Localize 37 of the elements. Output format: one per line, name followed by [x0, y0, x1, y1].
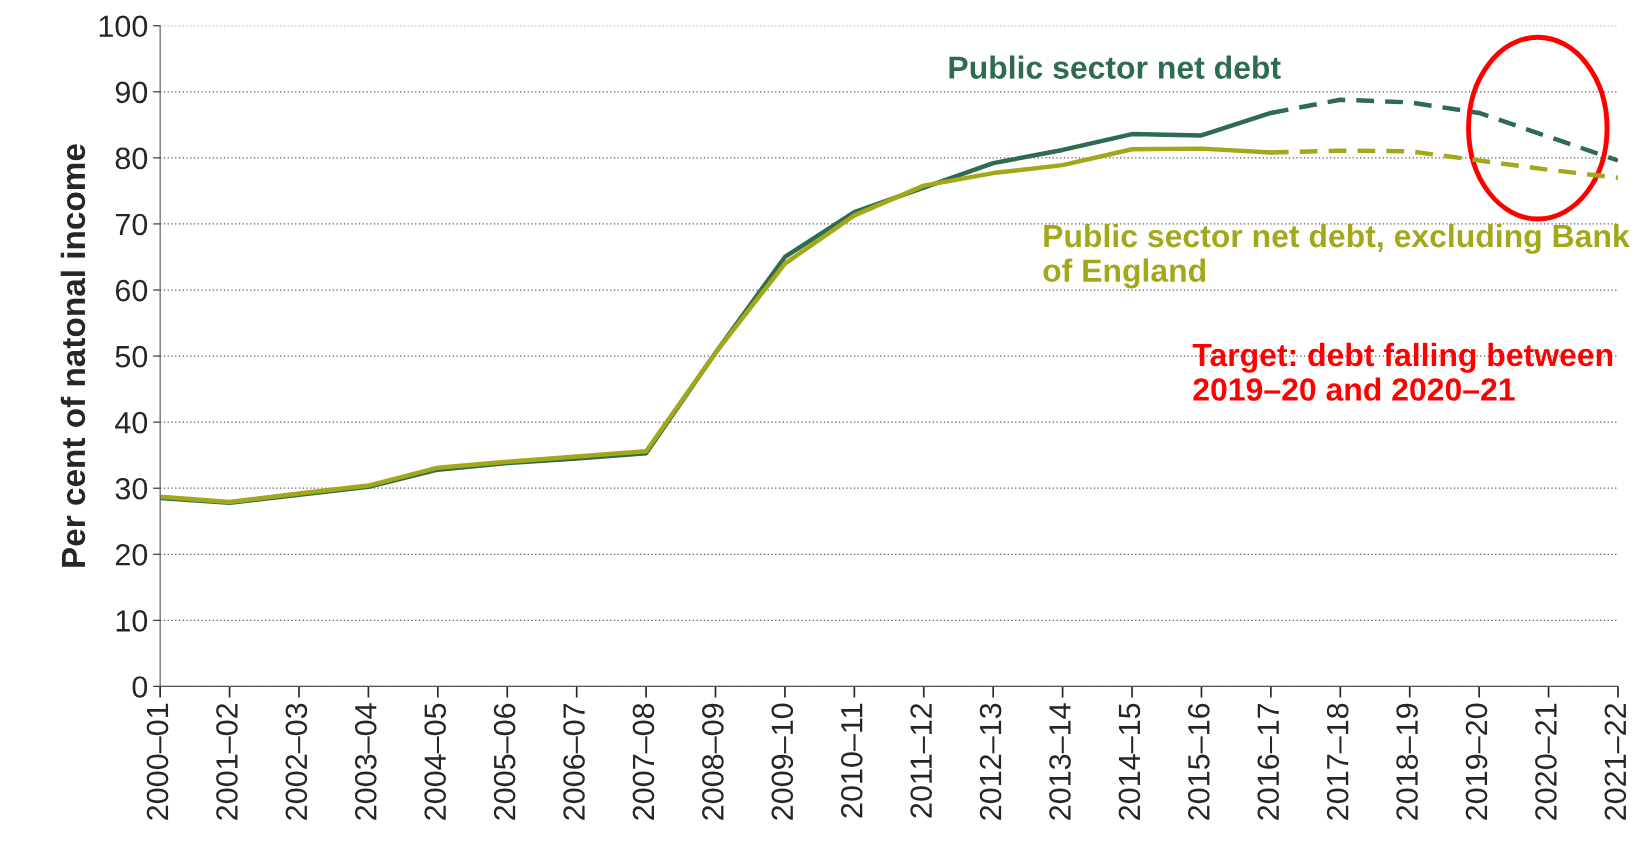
x-tick-label: 2013–14: [1049, 703, 1071, 820]
series-label: Public sector net debt: [949, 55, 1281, 79]
y-tick-label: 60: [115, 279, 148, 302]
x-tick-label: 2020–21: [1535, 703, 1557, 820]
x-tick-label: 2008–09: [702, 703, 724, 820]
x-tick-label: 2000–01: [146, 703, 169, 820]
series-label: Public sector net debt, excluding Bank of England: [1043, 223, 1630, 289]
x-tick-label: 2004–05: [424, 703, 447, 820]
x-tick-label: 2014–15: [1118, 703, 1141, 820]
y-tick-label: 40: [115, 411, 148, 434]
x-tick-label: 2007–08: [632, 703, 655, 820]
x-tick-label: 2003–04: [354, 703, 377, 820]
y-axis-title: Per cent of natonal income: [60, 144, 86, 567]
y-tick-label: 90: [115, 81, 148, 104]
x-tick-label: 2005–06: [493, 703, 516, 820]
x-tick-label: 2015–16: [1188, 703, 1210, 820]
x-tick-label: 2021–22: [1604, 703, 1627, 820]
x-tick-label: 2001–02: [216, 703, 238, 820]
x-tick-label: 2006–07: [563, 703, 585, 820]
y-tick-label: 70: [115, 213, 148, 236]
x-tick-label: 2010–11: [840, 703, 863, 818]
x-tick-label: 2002–03: [285, 703, 308, 820]
y-tick-label: 100: [99, 15, 148, 38]
annotation: Target: debt falling between 2019–20 and 2020–21: [1192, 342, 1613, 401]
x-tick-label: 2016–17: [1257, 703, 1280, 820]
x-tick-label: 2012–13: [979, 703, 1002, 820]
x-tick-label: 2009–10: [771, 703, 794, 820]
y-tick-label: 10: [116, 610, 148, 632]
y-tick-label: 0: [132, 676, 148, 698]
x-tick-label: 2018–19: [1396, 703, 1418, 820]
x-tick-label: 2017–18: [1326, 703, 1349, 820]
y-tick-label: 80: [115, 147, 148, 170]
y-tick-label: 50: [115, 345, 148, 368]
y-tick-label: 30: [115, 477, 148, 500]
y-tick-label: 20: [115, 544, 148, 566]
x-tick-label: 2019–20: [1465, 703, 1488, 820]
x-tick-label: 2011–12: [910, 703, 932, 818]
